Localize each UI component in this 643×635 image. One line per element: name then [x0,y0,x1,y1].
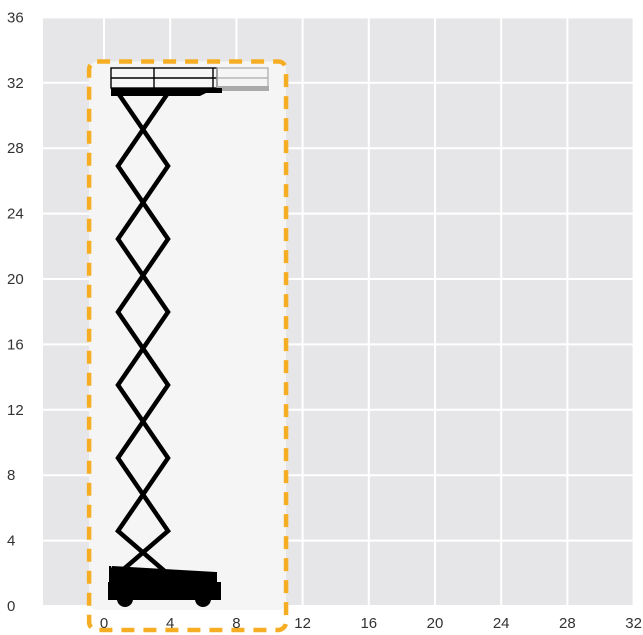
y-tick-label: 28 [7,140,24,157]
x-tick-label: 8 [232,615,240,632]
y-axis-ticks: 0 4 8 12 16 20 24 28 32 36 [7,9,24,615]
y-tick-label: 0 [7,598,15,615]
x-tick-label: 4 [166,615,174,632]
working-envelope-border [86,59,289,633]
x-tick-label: 0 [100,615,108,632]
x-tick-label: 12 [294,615,311,632]
x-tick-label: 28 [559,615,576,632]
front-wheel [195,591,211,607]
y-tick-label: 24 [7,206,24,223]
y-tick-label: 12 [7,402,24,419]
x-tick-label: 32 [625,615,642,632]
x-axis-ticks: 0 4 8 12 16 20 24 28 32 [100,615,642,632]
x-tick-label: 16 [360,615,377,632]
scissor-lift [108,67,269,607]
extension-floor [217,86,269,91]
scissor-arm [115,91,171,576]
y-tick-label: 36 [7,9,24,26]
chassis-body [111,572,217,584]
rear-wheel [117,591,133,607]
x-tick-label: 24 [493,615,510,632]
y-tick-label: 4 [7,533,15,550]
y-tick-label: 20 [7,271,24,288]
y-tick-label: 32 [7,75,24,92]
x-tick-label: 20 [427,615,444,632]
y-tick-label: 16 [7,336,24,353]
y-tick-label: 8 [7,467,15,484]
